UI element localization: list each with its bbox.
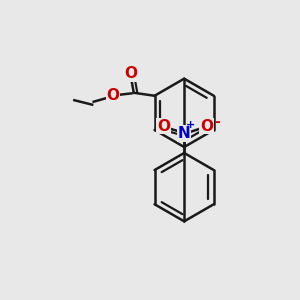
Text: O: O xyxy=(124,66,137,81)
Text: -: - xyxy=(214,115,220,129)
Text: O: O xyxy=(157,119,170,134)
Text: O: O xyxy=(200,119,213,134)
Text: N: N xyxy=(178,126,190,141)
Text: O: O xyxy=(106,88,119,103)
Text: +: + xyxy=(186,120,195,130)
